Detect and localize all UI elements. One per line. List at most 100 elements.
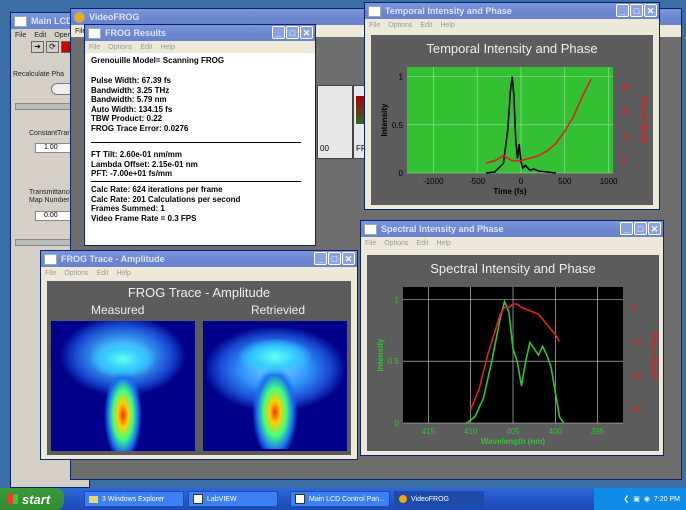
frog-task-icon [399, 495, 407, 503]
x-tick-label: 415 [422, 427, 436, 436]
start-label: start [22, 491, 51, 507]
trace-panel: FROG Trace - Amplitude Measured Retrievi… [47, 281, 351, 455]
series-phase-line [485, 78, 592, 164]
close-button[interactable]: ✕ [300, 26, 313, 39]
task-main-lcd[interactable]: Main LCD Control Pan... [290, 491, 390, 507]
y-tick-label: 0 [395, 419, 400, 428]
x-axis-label: Wavelength (nm) [481, 437, 545, 446]
lv-menu-operate[interactable]: Opera [54, 31, 74, 39]
results-menu-options[interactable]: Options [108, 43, 133, 51]
frames-summed: Frames Summed: 1 [91, 204, 165, 213]
transmittance-numeric[interactable]: 0.00 [35, 211, 71, 221]
trace-window-icon [44, 253, 57, 265]
temporal-menu-file[interactable]: File [369, 21, 381, 29]
results-menu-edit[interactable]: Edit [140, 43, 153, 51]
spectral-titlebar[interactable]: Spectral Intensity and Phase _ □ ✕ [361, 221, 663, 237]
vf-thumb-1[interactable]: 00 [317, 85, 353, 159]
lv-menu-file[interactable]: File [15, 31, 27, 39]
temporal-titlebar[interactable]: Temporal Intensity and Phase _ □ ✕ [365, 3, 659, 19]
folder-icon [89, 495, 98, 503]
task-explorer[interactable]: 3 Windows Explorer [84, 491, 184, 507]
pft: PFT: -7.00e+01 fs/mm [91, 169, 173, 178]
series-phase-line [469, 303, 561, 410]
minimize-button[interactable]: _ [314, 252, 327, 265]
ft-tilt: FT Tilt: 2.60e-01 nm/mm [91, 150, 182, 159]
minimize-button[interactable]: _ [272, 26, 285, 39]
task-labview-label: LabVIEW [207, 495, 237, 503]
tray-arrow-icon[interactable]: ❮ [623, 496, 630, 503]
results-divider-2 [91, 181, 301, 182]
y-axis-label: Intensity [376, 338, 385, 371]
task-labview[interactable]: LabVIEW [188, 491, 278, 507]
close-button[interactable]: ✕ [648, 222, 661, 235]
spectral-chart: 415 410 405 400 395 1 0.5 0 0 -10 -20 -30 Intensity P… [376, 287, 658, 446]
calc-rate-iterations: Calc Rate: 624 iterations per frame [91, 185, 223, 194]
close-button[interactable]: ✕ [342, 252, 355, 265]
task-videofrog[interactable]: VideoFROG [394, 491, 484, 507]
clock: 7:20 PM [653, 495, 680, 503]
trace-menu-edit[interactable]: Edit [96, 269, 109, 277]
constant-numeric[interactable]: 1.00 [35, 143, 71, 153]
constant-label: ConstantTrar [29, 130, 70, 137]
temporal-menu-edit[interactable]: Edit [420, 21, 433, 29]
trace-menu-options[interactable]: Options [64, 269, 89, 277]
start-button[interactable]: start [0, 488, 64, 510]
task-explorer-label: 3 Windows Explorer [102, 495, 165, 503]
spectral-title-buttons: _ □ ✕ [620, 222, 661, 235]
temporal-menubar: File Options Edit Help [365, 19, 659, 31]
minimize-button[interactable]: _ [620, 222, 633, 235]
close-button[interactable]: ✕ [644, 4, 657, 17]
spectral-menu-edit[interactable]: Edit [416, 239, 429, 247]
y2-tick-label: 20 [621, 107, 630, 116]
maximize-button[interactable]: □ [630, 4, 643, 17]
network-icon[interactable]: ▣ [633, 496, 640, 503]
labview-menubar: File Edit Opera [11, 29, 89, 41]
temporal-chart: -1000 -500 0 500 1000 1 0.5 0 30 20 10 0 Intensity Ph… [380, 67, 648, 196]
run-continuous-icon[interactable]: ⟳ [46, 41, 59, 53]
x-tick-label: 410 [464, 427, 478, 436]
results-title-buttons: _ □ ✕ [272, 26, 313, 39]
videofrog-title: VideoFROG [89, 12, 140, 22]
vf-menu-file[interactable]: File [75, 27, 87, 35]
trace-titlebar[interactable]: FROG Trace - Amplitude _ □ ✕ [41, 251, 357, 267]
x-tick-label: 400 [549, 427, 563, 436]
vf-thumb-1-label: 00 [320, 144, 329, 153]
maximize-button[interactable]: □ [634, 222, 647, 235]
trace-menu-help[interactable]: Help [116, 269, 131, 277]
run-arrow-icon[interactable]: ➜ [31, 41, 44, 53]
temporal-menu-help[interactable]: Help [440, 21, 455, 29]
spectral-win-title: Spectral Intensity and Phase [381, 224, 504, 234]
maximize-button[interactable]: □ [328, 252, 341, 265]
labview-titlebar[interactable]: Main LCD C [11, 13, 89, 29]
results-title: FROG Results [105, 28, 167, 38]
results-menu-file[interactable]: File [89, 43, 101, 51]
volume-icon[interactable]: ◉ [643, 496, 650, 503]
measured-label: Measured [91, 303, 145, 317]
temporal-win-title: Temporal Intensity and Phase [385, 6, 512, 16]
temporal-menu-options[interactable]: Options [388, 21, 413, 29]
results-menu-help[interactable]: Help [160, 43, 175, 51]
lv-menu-edit[interactable]: Edit [34, 31, 47, 39]
y2-tick-label: 10 [621, 132, 630, 141]
labview-title: Main LCD C [31, 16, 82, 26]
trace-menubar: File Options Edit Help [41, 267, 357, 279]
spectral-menu-file[interactable]: File [365, 239, 377, 247]
y2-axis-label: Phase (Rad) [639, 97, 648, 144]
vf-thumb-2-label: FR [356, 144, 367, 153]
x-tick-label: -1000 [423, 177, 444, 186]
lcd-task-icon [295, 494, 305, 504]
minimize-button[interactable]: _ [616, 4, 629, 17]
maximize-button[interactable]: □ [286, 26, 299, 39]
retrieved-trace-image [203, 321, 347, 451]
temporal-plot-title: Temporal Intensity and Phase [426, 41, 598, 56]
spectral-menu-help[interactable]: Help [436, 239, 451, 247]
y2-tick-label: -30 [631, 405, 643, 414]
results-block-2: FT Tilt: 2.60e-01 nm/mm Lambda Offset: 2… [91, 150, 198, 179]
x-tick-label: -500 [469, 177, 486, 186]
trace-menu-file[interactable]: File [45, 269, 57, 277]
results-titlebar[interactable]: FROG Results _ □ ✕ [85, 25, 315, 41]
x-axis-label: Time (fs) [493, 187, 527, 196]
spectral-menu-options[interactable]: Options [384, 239, 409, 247]
bandwidth-thz: Bandwidth: 3.25 THz [91, 85, 170, 95]
results-block-3: Calc Rate: 624 iterations per frame Calc… [91, 185, 240, 223]
